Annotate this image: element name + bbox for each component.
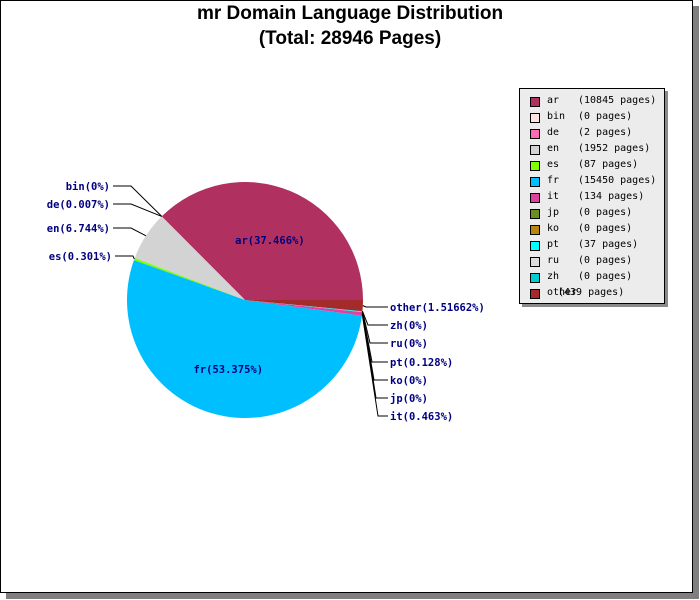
legend-swatch-ru <box>530 257 540 267</box>
legend-code-bin: bin <box>547 111 566 122</box>
legend-code-jp: jp <box>547 207 560 218</box>
legend-count-it: (134 pages) <box>578 191 645 202</box>
legend-code-pt: pt <box>547 239 560 250</box>
legend-swatch-jp <box>530 209 540 219</box>
legend-swatch-de <box>530 129 540 139</box>
callout-line-de <box>113 203 162 217</box>
legend-count-jp: (0 pages) <box>578 207 633 218</box>
legend-code-ko: ko <box>547 223 560 234</box>
slice-label-jp: jp(0%) <box>390 393 428 405</box>
legend-count-ru: (0 pages) <box>578 255 633 266</box>
pie-slice-it <box>245 300 363 316</box>
slice-label-de: de(0.007%) <box>47 199 110 211</box>
callout-line-bin <box>113 185 163 217</box>
legend-code-fr: fr <box>547 175 560 186</box>
legend-swatch-ar <box>530 97 540 107</box>
legend-count-ar: (10845 pages) <box>578 95 657 106</box>
callout-line-jp <box>361 312 388 399</box>
callout-line-es <box>115 255 135 260</box>
legend-code-zh: zh <box>547 271 560 282</box>
legend-swatch-pt <box>530 241 540 251</box>
slice-label-other: other(1.51662%) <box>390 302 485 314</box>
pie-slice-pt <box>245 300 363 313</box>
callout-line-ko <box>361 312 388 381</box>
callout-line-ru <box>361 311 388 344</box>
legend-swatch-en <box>530 145 540 155</box>
legend-swatch-fr <box>530 177 540 187</box>
slice-label-es: es(0.301%) <box>49 251 112 263</box>
legend: ar (10845 pages) bin (0 pages) de (2 pages) en… <box>519 88 665 304</box>
legend-swatch-other <box>530 289 540 299</box>
legend-count-zh: (0 pages) <box>578 271 633 282</box>
pie-slice-ar <box>161 181 363 300</box>
pie-slice-en <box>134 216 245 300</box>
legend-code-ru: ru <box>547 255 560 266</box>
pie-slice-fr <box>127 260 362 419</box>
legend-code-de: de <box>547 127 560 138</box>
slice-label-bin: bin(0%) <box>66 181 110 193</box>
legend-swatch-ko <box>530 225 540 235</box>
slice-label-ko: ko(0%) <box>390 375 428 387</box>
legend-code-es: es <box>547 159 560 170</box>
chart-title: mr Domain Language Distribution <box>196 3 504 24</box>
pie-slice-de <box>161 216 245 300</box>
legend-count-ko: (0 pages) <box>578 223 633 234</box>
legend-count-de: (2 pages) <box>578 127 633 138</box>
legend-code-en: en <box>547 143 560 154</box>
legend-count-bin: (0 pages) <box>578 111 633 122</box>
legend-count-es: (87 pages) <box>578 159 639 170</box>
slice-label-ar: ar(37.466%) <box>235 235 305 247</box>
legend-swatch-it <box>530 193 540 203</box>
slice-label-pt: pt(0.128%) <box>390 357 453 369</box>
pie-slice-es <box>133 258 245 300</box>
legend-swatch-zh <box>530 273 540 283</box>
legend-count-other: (439 pages) <box>558 287 625 298</box>
slice-label-ru: ru(0%) <box>390 338 428 350</box>
legend-code-other: other <box>547 287 578 298</box>
legend-count-en: (1952 pages) <box>578 143 651 154</box>
callout-line-zh <box>362 311 388 326</box>
legend-code-it: it <box>547 191 560 202</box>
chart-subtitle: (Total: 28946 Pages) <box>258 28 442 49</box>
legend-swatch-es <box>530 161 540 171</box>
slice-label-it: it(0.463%) <box>390 411 453 423</box>
legend-count-pt: (37 pages) <box>578 239 639 250</box>
legend-code-ar: ar <box>547 95 560 106</box>
legend-swatch-bin <box>530 113 540 123</box>
pie-slice-other <box>245 300 363 312</box>
slice-label-fr: fr(53.375%) <box>194 364 264 376</box>
slice-label-en: en(6.744%) <box>47 223 110 235</box>
callout-line-it <box>361 313 388 417</box>
callout-line-other <box>362 305 388 308</box>
legend-count-fr: (15450 pages) <box>578 175 657 186</box>
callout-line-en <box>113 227 147 237</box>
slice-label-zh: zh(0%) <box>390 320 428 332</box>
